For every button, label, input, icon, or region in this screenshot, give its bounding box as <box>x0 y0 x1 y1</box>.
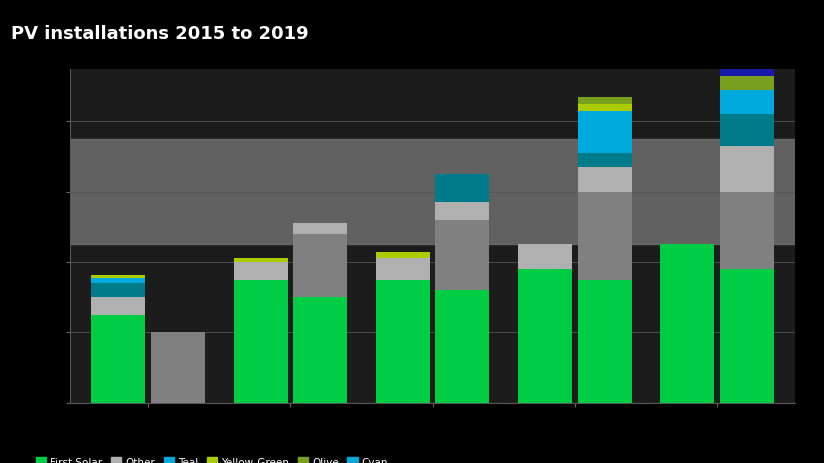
Bar <box>91 278 145 283</box>
Bar <box>293 234 347 298</box>
Bar <box>233 258 288 263</box>
Bar <box>578 192 632 280</box>
Bar <box>91 275 145 278</box>
Bar <box>435 220 489 290</box>
Bar <box>578 105 632 112</box>
Bar <box>233 280 288 403</box>
Bar <box>720 66 774 70</box>
Bar <box>91 298 145 315</box>
Bar <box>70 140 795 245</box>
Bar <box>720 192 774 269</box>
Bar <box>720 269 774 403</box>
Bar <box>376 253 430 259</box>
Bar <box>435 203 489 220</box>
Bar <box>578 98 632 105</box>
Bar <box>578 112 632 154</box>
Bar <box>435 290 489 403</box>
Bar <box>578 280 632 403</box>
Bar <box>293 224 347 234</box>
Text: PV installations 2015 to 2019: PV installations 2015 to 2019 <box>11 25 308 43</box>
Bar <box>660 245 714 403</box>
Legend: First Solar, Other, Teal, Yellow-Green, Olive, Cyan: First Solar, Other, Teal, Yellow-Green, … <box>32 452 392 463</box>
Bar <box>720 90 774 115</box>
Bar <box>91 283 145 298</box>
Bar <box>720 115 774 147</box>
Bar <box>720 147 774 192</box>
Bar <box>151 332 205 403</box>
Bar <box>376 280 430 403</box>
Bar <box>720 76 774 90</box>
Bar <box>578 154 632 168</box>
Bar <box>720 70 774 76</box>
Bar <box>233 263 288 280</box>
Bar <box>518 245 572 269</box>
Bar <box>91 315 145 403</box>
Bar <box>518 269 572 403</box>
Bar <box>376 259 430 280</box>
Bar <box>293 298 347 403</box>
Bar <box>578 168 632 192</box>
Bar <box>435 175 489 203</box>
